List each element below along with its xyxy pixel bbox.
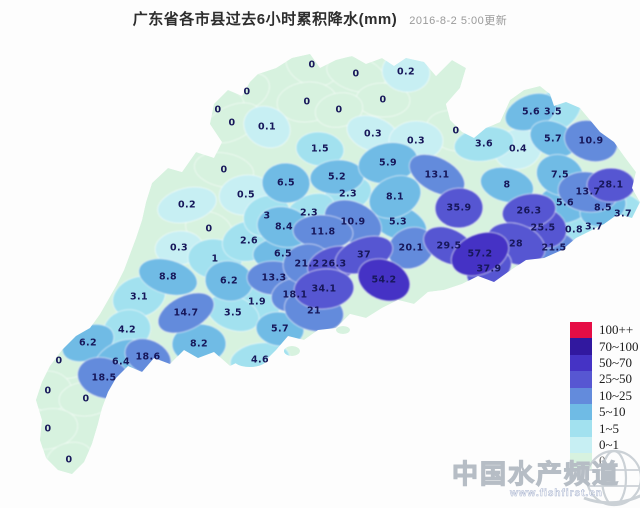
- legend-color-swatch: [570, 371, 592, 388]
- county-region: [368, 175, 422, 219]
- legend-range-label: 0~1: [599, 436, 620, 452]
- county-region: [501, 193, 557, 229]
- legend-row: 0~1: [570, 436, 639, 454]
- legend-color-swatch: [570, 403, 592, 421]
- legend-color-swatch: [570, 420, 592, 437]
- header: 广东省各市县过去6小时累积降水(mm) 2016-8-2 5:00更新: [0, 8, 640, 29]
- legend-row: 10~25: [570, 387, 639, 404]
- county-region: [434, 187, 484, 229]
- legend-row: 0: [570, 453, 639, 470]
- legend-color-swatch: [570, 436, 592, 454]
- legend-row: 25~50: [570, 371, 639, 388]
- update-timestamp: 2016-8-2 5:00更新: [409, 15, 508, 27]
- county-region: [157, 292, 215, 334]
- county-region: [243, 105, 291, 149]
- county-region: [157, 186, 217, 224]
- legend-range-label: 100++: [599, 322, 634, 338]
- legend-range-label: 50~70: [599, 354, 633, 370]
- legend-row: 1~5: [570, 420, 639, 437]
- county-region: [479, 166, 535, 204]
- county-region: [138, 258, 198, 296]
- legend-row: 100++: [570, 322, 639, 339]
- legend-color-swatch: [570, 354, 592, 372]
- watermark-site-url: www.fishfirst.cn: [510, 488, 603, 500]
- county-region: [293, 268, 355, 310]
- watermark-site-name: 中国水产频道: [451, 458, 621, 489]
- legend-row: 5~10: [570, 403, 639, 421]
- legend-range-label: 5~10: [599, 404, 626, 420]
- legend-color-swatch: [570, 387, 592, 404]
- legend-color-swatch: [570, 453, 592, 470]
- coastal-island: [336, 326, 350, 334]
- county-region: [450, 231, 510, 277]
- county-region: [357, 258, 411, 302]
- county-region: [586, 167, 636, 203]
- legend-range-label: 25~50: [599, 371, 633, 387]
- legend-range-label: 10~25: [599, 387, 633, 403]
- legend-row: 70~100: [570, 338, 639, 355]
- globe-watermark-icon: [583, 449, 640, 507]
- legend-color-swatch: [570, 338, 592, 355]
- legend-color-swatch: [570, 322, 592, 339]
- watermark: 中国水产频道 www.fishfirst.cn: [448, 448, 640, 508]
- county-region: [261, 162, 311, 204]
- legend-range-label: 0: [599, 453, 606, 469]
- legend-range-label: 70~100: [599, 338, 639, 354]
- page-title: 广东省各市县过去6小时累积降水(mm): [132, 11, 398, 28]
- county-region: [314, 92, 364, 128]
- legend-row: 50~70: [570, 354, 639, 372]
- county-region: [36, 408, 79, 450]
- legend-range-label: 1~5: [599, 420, 620, 436]
